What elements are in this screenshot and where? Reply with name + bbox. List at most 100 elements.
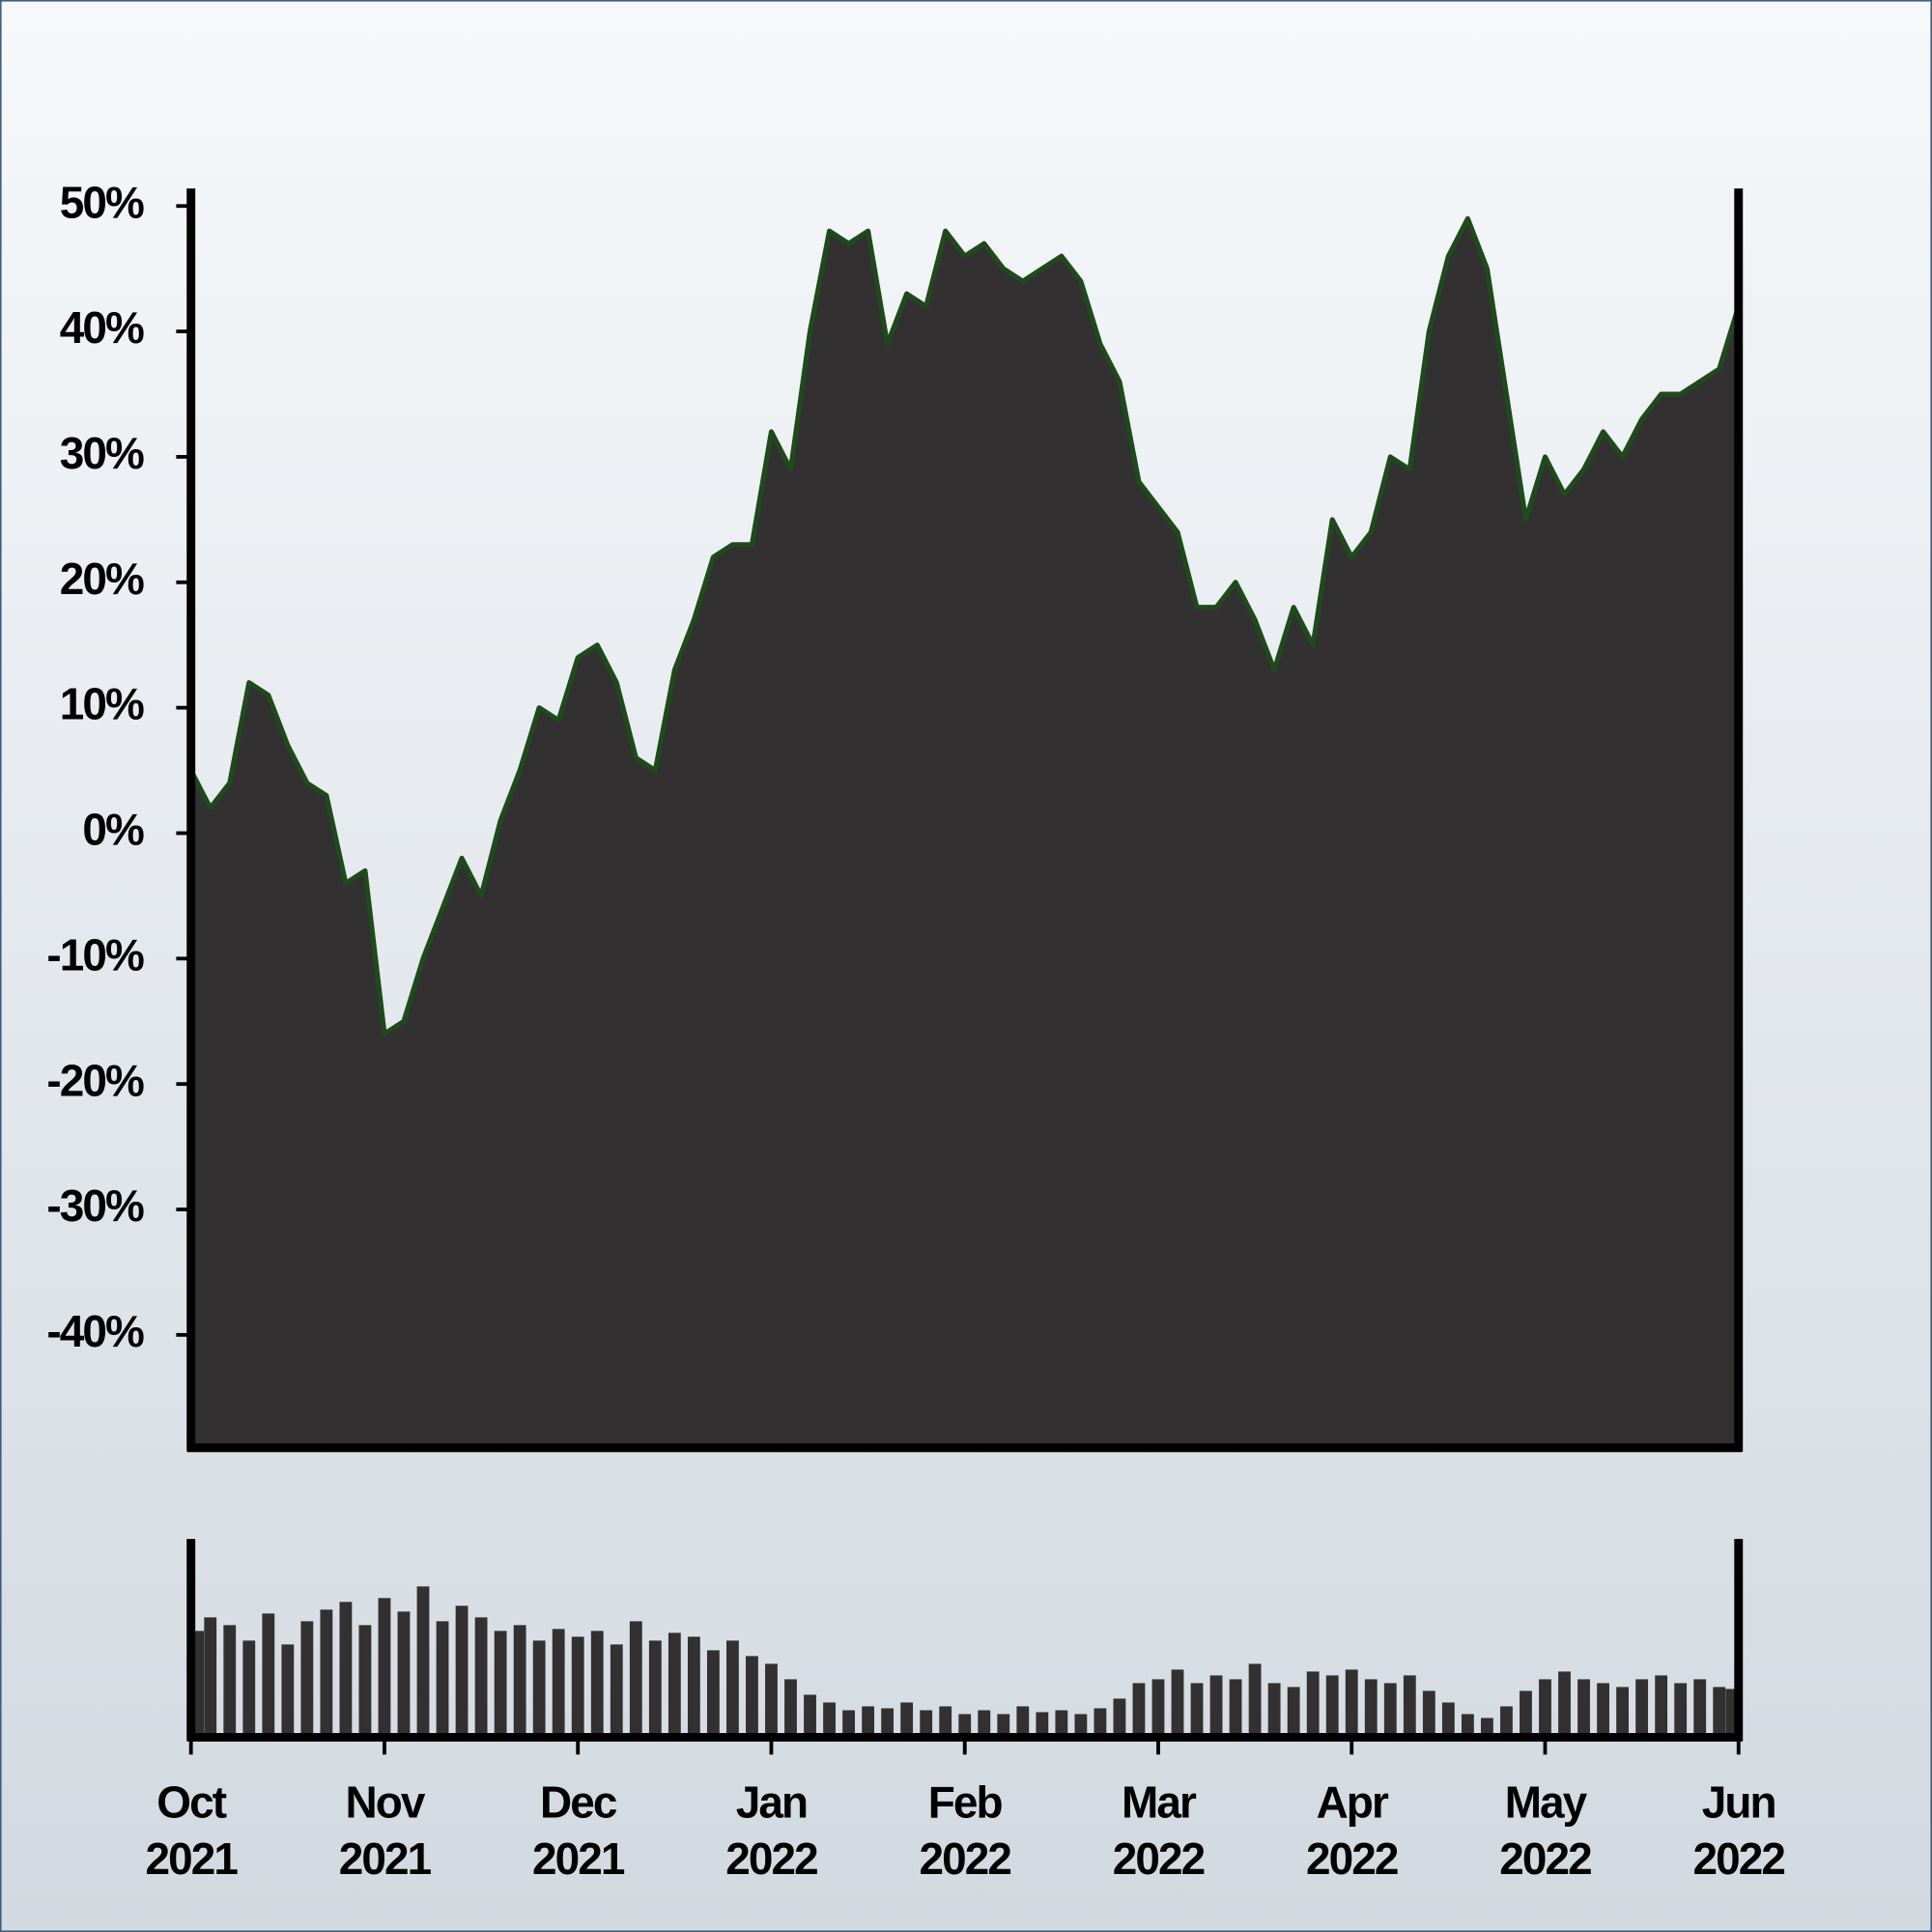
volume-bar [784,1679,797,1738]
y-tick-label: 0% [82,805,144,855]
volume-bar [1422,1690,1435,1738]
volume-bar [242,1640,256,1738]
volume-bar [1055,1710,1068,1738]
volume-bar [397,1611,411,1738]
volume-bar [1635,1679,1649,1738]
volume-bar [474,1617,488,1738]
x-tick-label: Jan 2022 [725,1776,818,1885]
volume-bar [997,1714,1010,1738]
volume-bar [1306,1671,1320,1738]
x-tick-label-box: Nov 2021 [338,1776,432,1885]
volume-bar [1461,1714,1474,1738]
volume-bar [339,1602,353,1738]
y-tick-label: 50% [60,177,144,227]
volume-bar [262,1613,275,1738]
volume-bar [513,1625,526,1738]
volume-bar [706,1650,720,1738]
volume-bar [571,1636,584,1738]
volume-bar [1383,1683,1397,1738]
volume-bar [881,1708,895,1738]
volume-bar [746,1656,758,1738]
y-tick-label: -10% [46,929,144,980]
volume-bar [1655,1675,1668,1738]
y-tick-label: -40% [46,1306,144,1356]
volume-bar [1229,1679,1242,1738]
volume-bar [1481,1718,1493,1738]
x-tick-label: Feb 2022 [919,1776,1011,1885]
volume-bar [1325,1675,1339,1738]
volume-bar [358,1625,372,1738]
volume-bar [1287,1687,1300,1738]
volume-bar [1345,1669,1358,1738]
volume-bar [823,1702,836,1738]
volume-bar [842,1710,855,1738]
y-tick-label: -30% [46,1180,144,1231]
volume-bar [958,1714,972,1738]
x-tick-label-box: Jan 2022 [725,1776,818,1885]
volume-bar [629,1621,642,1738]
x-tick-label: Apr 2022 [1305,1776,1399,1885]
volume-bar [1520,1690,1532,1738]
volume-bar [1094,1708,1107,1738]
x-tick-label-box: Oct 2021 [145,1776,238,1885]
x-tick-label-box: Apr 2022 [1305,1776,1399,1885]
volume-bar [804,1694,816,1738]
volume-bar [687,1636,700,1738]
volume-bar [1539,1679,1551,1738]
volume-bar [436,1621,449,1738]
volume-bar [900,1702,914,1738]
x-tick-label-box: Dec 2021 [532,1776,625,1884]
volume-bar [1074,1714,1088,1738]
volume-bar [281,1644,295,1738]
x-tick-label-box: Feb 2022 [919,1776,1011,1885]
x-tick-label: Oct 2021 [145,1776,238,1885]
volume-bar [1364,1679,1378,1738]
volume-bar [978,1710,991,1738]
y-tick-label: 40% [60,302,144,353]
volume-bar [1036,1712,1049,1738]
y-tick-label: -20% [46,1055,144,1105]
volume-bar [1558,1671,1571,1738]
x-tick-label: Nov 2021 [338,1776,432,1885]
price-line [188,215,1742,1037]
x-tick-label: Jun 2022 [1692,1776,1785,1885]
area-fill [190,218,1739,1448]
price-panel: -40% -30% -20% -10% 0% 10% 20% 30% 40% 50% [46,177,1744,1453]
volume-bar [1209,1675,1223,1738]
volume-bar [494,1631,507,1738]
volume-bar [1267,1683,1281,1738]
x-tick-label-box: Mar 2022 [1112,1776,1206,1885]
volume-bar [920,1710,933,1738]
volume-bar [1403,1675,1416,1738]
volume-bar [726,1640,739,1738]
x-tick-label-box: May 2022 [1499,1776,1592,1885]
volume-bar [532,1640,546,1738]
volume-bar [1616,1687,1629,1738]
x-tick-label: May 2022 [1499,1776,1592,1885]
volume-bar [610,1644,623,1738]
volume-bar [204,1617,217,1738]
volume-bar [1016,1706,1030,1738]
volume-bar [1132,1683,1146,1738]
volume-bar [1597,1683,1609,1738]
volume-bar [1674,1683,1688,1738]
volume-bar [648,1640,662,1738]
volume-bar [455,1605,469,1738]
volume-panel: Oct 2021 Nov 2021 Dec 2021 Jan 2022 Feb 2022… [145,1539,1786,1885]
volume-bar [1713,1687,1726,1738]
volume-bar [223,1625,237,1738]
volume-bar [939,1706,952,1738]
volume-bar [590,1631,604,1738]
volume-bar [1190,1683,1204,1738]
volume-bar [765,1663,778,1738]
y-tick-label: 10% [60,679,144,729]
x-tick-label: Mar 2022 [1112,1776,1206,1885]
volume-bar [416,1586,430,1738]
volume-bar [1441,1702,1455,1738]
volume-bar [1693,1679,1707,1738]
volume-bar [552,1629,565,1738]
x-tick-label-box: Jun 2022 [1692,1776,1785,1885]
volume-bar [1500,1706,1513,1738]
